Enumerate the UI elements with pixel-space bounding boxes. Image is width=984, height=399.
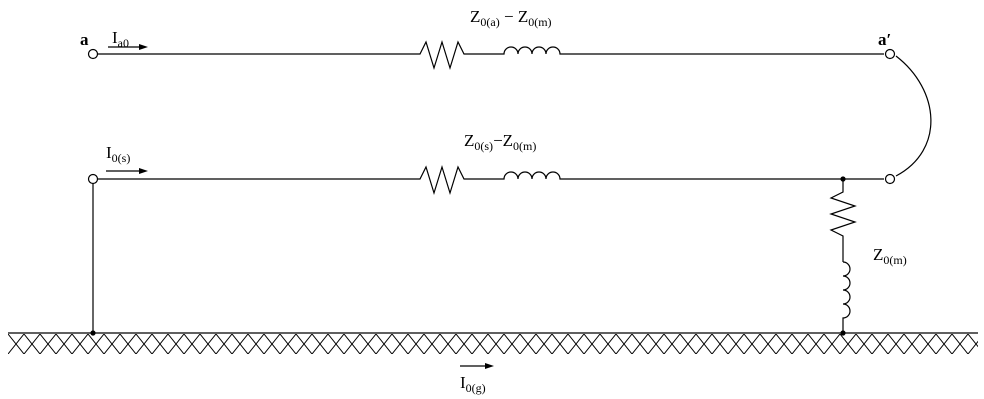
label-current-ia0: Ia0 — [112, 28, 129, 50]
label-middle-impedance: Z0(s)−Z0(m) — [464, 131, 536, 153]
resistor-middle — [412, 164, 492, 196]
label-node-a: a — [80, 30, 89, 49]
label-current-i0s: I0(s) — [106, 143, 130, 165]
conductor-s — [97, 164, 884, 196]
end-connection-arc — [895, 55, 932, 177]
arrow-i0s — [106, 168, 148, 174]
junction-dot-mutual-ground — [840, 330, 846, 336]
junction-dot-mutual-top — [840, 176, 846, 182]
junction-dot-left-ground — [90, 330, 96, 336]
terminal-s-end — [884, 173, 896, 185]
arrow-ia0 — [108, 44, 148, 50]
arrow-i0g — [460, 363, 494, 369]
label-top-impedance: Z0(a) − Z0(m) — [470, 7, 552, 29]
inductor-middle — [492, 171, 884, 180]
ground-plane — [8, 332, 978, 354]
terminal-a-prime — [884, 48, 896, 60]
inductor-top — [492, 46, 884, 55]
label-mutual-impedance: Z0(m) — [873, 245, 907, 267]
resistor-top — [412, 39, 492, 71]
terminal-a — [87, 48, 99, 60]
terminal-s — [87, 173, 99, 185]
resistor-mutual — [829, 179, 857, 262]
label-node-a-prime: a′ — [878, 30, 891, 49]
conductor-a — [97, 39, 884, 71]
label-current-i0g: I0(g) — [460, 373, 486, 395]
inductor-mutual — [842, 261, 851, 333]
mutual-branch — [829, 179, 857, 333]
